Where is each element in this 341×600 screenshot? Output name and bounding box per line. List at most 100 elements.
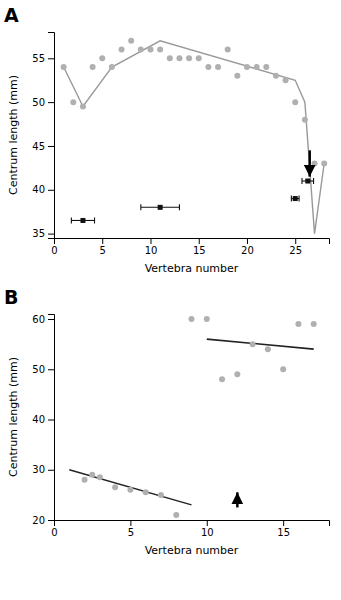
tick: 45: [32, 141, 54, 152]
point: [157, 47, 163, 53]
point: [283, 77, 289, 83]
point: [292, 99, 298, 105]
point: [176, 55, 182, 61]
tick: 15: [277, 520, 290, 538]
tick-mark: [48, 520, 54, 521]
point: [90, 64, 96, 70]
point: [280, 366, 286, 372]
tick: 30: [32, 464, 54, 475]
y-axis: 35 40 45 50 55: [32, 33, 54, 240]
tick-mark: [207, 520, 208, 526]
point: [158, 492, 164, 498]
tick-label: 20: [241, 245, 254, 256]
point: [112, 484, 118, 490]
point: [80, 104, 86, 110]
point: [250, 341, 256, 347]
point: [143, 489, 149, 495]
point: [265, 346, 271, 352]
point: [128, 38, 134, 44]
panel-label: A: [4, 4, 19, 26]
tick-label: 40: [32, 184, 45, 195]
figure: 05101520253540455055Vertebra numberCentr…: [0, 0, 341, 600]
tick: 5: [100, 238, 106, 256]
tick-label: 40: [32, 414, 45, 425]
tick-mark: [295, 238, 296, 244]
tick-label: 35: [32, 228, 45, 239]
y-axis-title: Centrum length (mm): [7, 357, 20, 477]
tick-label: 25: [289, 245, 302, 256]
y-axis: 2030405060: [32, 314, 54, 526]
error-bar: [71, 217, 94, 223]
point: [302, 117, 308, 123]
error-bar-cap: [299, 196, 300, 202]
point: [234, 371, 240, 377]
x-axis: 0 5 10 15: [51, 520, 329, 538]
point: [312, 160, 318, 166]
tick-mark: [247, 238, 248, 244]
tick-label: 0: [51, 245, 57, 256]
tick: 60: [32, 314, 54, 325]
point: [186, 55, 192, 61]
tick-label: 55: [32, 53, 45, 64]
point: [254, 64, 260, 70]
point: [273, 73, 279, 79]
point: [234, 73, 240, 79]
error-bar-cap: [301, 178, 302, 184]
line: [64, 41, 325, 234]
point: [97, 474, 103, 480]
tick: 0: [51, 238, 57, 256]
point: [189, 316, 195, 322]
tick-label: 30: [32, 464, 45, 475]
tick-label: 50: [32, 97, 45, 108]
point: [147, 47, 153, 53]
y-axis-line: [48, 33, 55, 239]
error-bar-cap: [71, 217, 72, 223]
tick-mark: [48, 420, 54, 421]
tick: 55: [32, 53, 54, 64]
point: [215, 64, 221, 70]
tick: 40: [32, 184, 54, 195]
tick-label: 20: [32, 515, 45, 526]
panel: 0510152030405060Vertebra numberCentrum l…: [4, 286, 330, 557]
plot-area: [69, 316, 316, 518]
plot-area: [61, 38, 328, 234]
point: [321, 160, 327, 166]
tick-label: 10: [201, 527, 214, 538]
tick-mark: [130, 520, 131, 526]
point: [204, 316, 210, 322]
tick-label: 15: [193, 245, 206, 256]
tick-label: 0: [51, 527, 57, 538]
error-bar-marker: [293, 196, 298, 201]
line: [69, 470, 191, 505]
line: [207, 339, 314, 349]
tick-label: 5: [100, 245, 106, 256]
tick-label: 5: [128, 527, 134, 538]
error-bar-marker: [305, 179, 310, 184]
tick-mark: [199, 238, 200, 244]
error-bar: [302, 178, 314, 184]
tick: 15: [193, 238, 206, 256]
point: [89, 472, 95, 478]
x-axis-line: [55, 239, 330, 245]
point: [99, 55, 105, 61]
tick: 10: [145, 238, 158, 256]
tick: 40: [32, 414, 54, 425]
tick-mark: [150, 238, 151, 244]
error-bar-marker: [158, 205, 163, 210]
tick-mark: [48, 190, 54, 191]
point: [219, 376, 225, 382]
point: [61, 64, 67, 70]
tick: 25: [289, 238, 302, 256]
x-axis-line: [55, 521, 330, 527]
point: [82, 477, 88, 483]
error-bar-cap: [94, 217, 95, 223]
x-axis-title: Vertebra number: [145, 544, 239, 557]
point: [295, 321, 301, 327]
tick: 5: [128, 520, 134, 538]
tick-mark: [48, 470, 54, 471]
tick: 0: [51, 520, 57, 538]
tick-mark: [48, 146, 54, 147]
point: [205, 64, 211, 70]
tick-mark: [283, 520, 284, 526]
panel-label: B: [4, 286, 18, 308]
